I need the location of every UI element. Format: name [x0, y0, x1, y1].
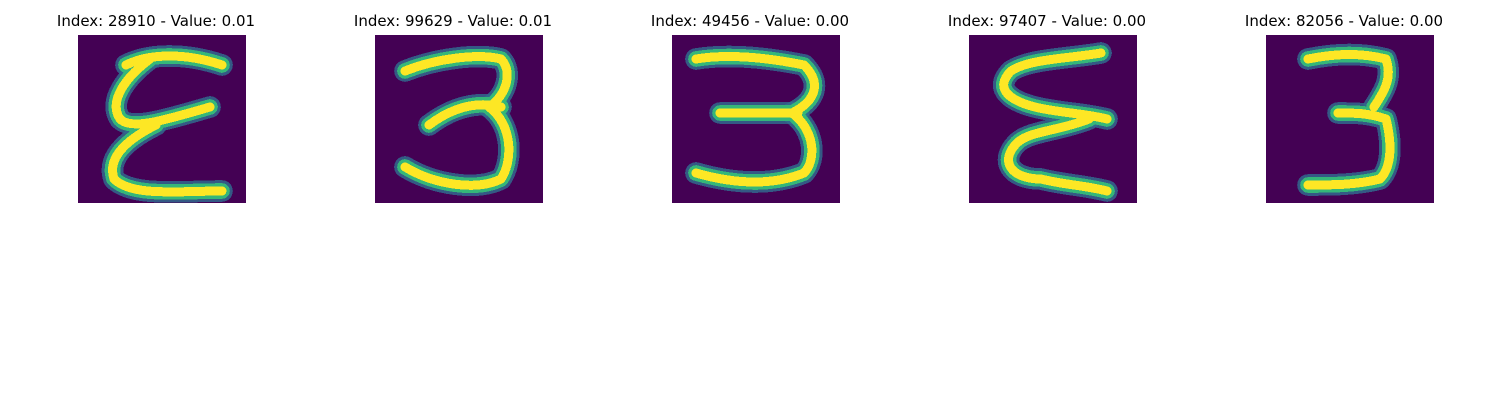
digit-stroke — [400, 102, 514, 190]
digit-image — [78, 35, 246, 203]
digit-stroke — [400, 52, 512, 112]
digit-stroke — [999, 48, 1112, 124]
digit-stroke — [121, 51, 227, 70]
digit-image — [1266, 35, 1434, 203]
image-panel-2: Index: 99629 - Value: 0.01 — [303, 0, 603, 210]
panel-title: Index: 28910 - Value: 0.01 — [56, 12, 256, 30]
image-panel-4: Index: 97407 - Value: 0.00 — [897, 0, 1197, 210]
digit-stroke — [1303, 108, 1395, 190]
image-panel-5: Index: 82056 - Value: 0.00 — [1194, 0, 1494, 210]
digit-image — [672, 35, 840, 203]
panel-title: Index: 99629 - Value: 0.01 — [353, 12, 553, 30]
panel-title: Index: 49456 - Value: 0.00 — [650, 12, 850, 30]
digit-stroke — [111, 54, 215, 129]
digit-stroke — [108, 120, 227, 197]
digit-stroke — [1303, 50, 1393, 112]
digit-image — [375, 35, 543, 203]
image-panel-1: Index: 28910 - Value: 0.01 — [6, 0, 306, 210]
panel-title: Index: 97407 - Value: 0.00 — [947, 12, 1147, 30]
digit-stroke — [691, 108, 817, 187]
digit-image — [969, 35, 1137, 203]
digit-stroke — [691, 52, 819, 118]
panel-title: Index: 82056 - Value: 0.00 — [1244, 12, 1444, 30]
digit-stroke — [1004, 114, 1112, 196]
image-panel-3: Index: 49456 - Value: 0.00 — [600, 0, 900, 210]
